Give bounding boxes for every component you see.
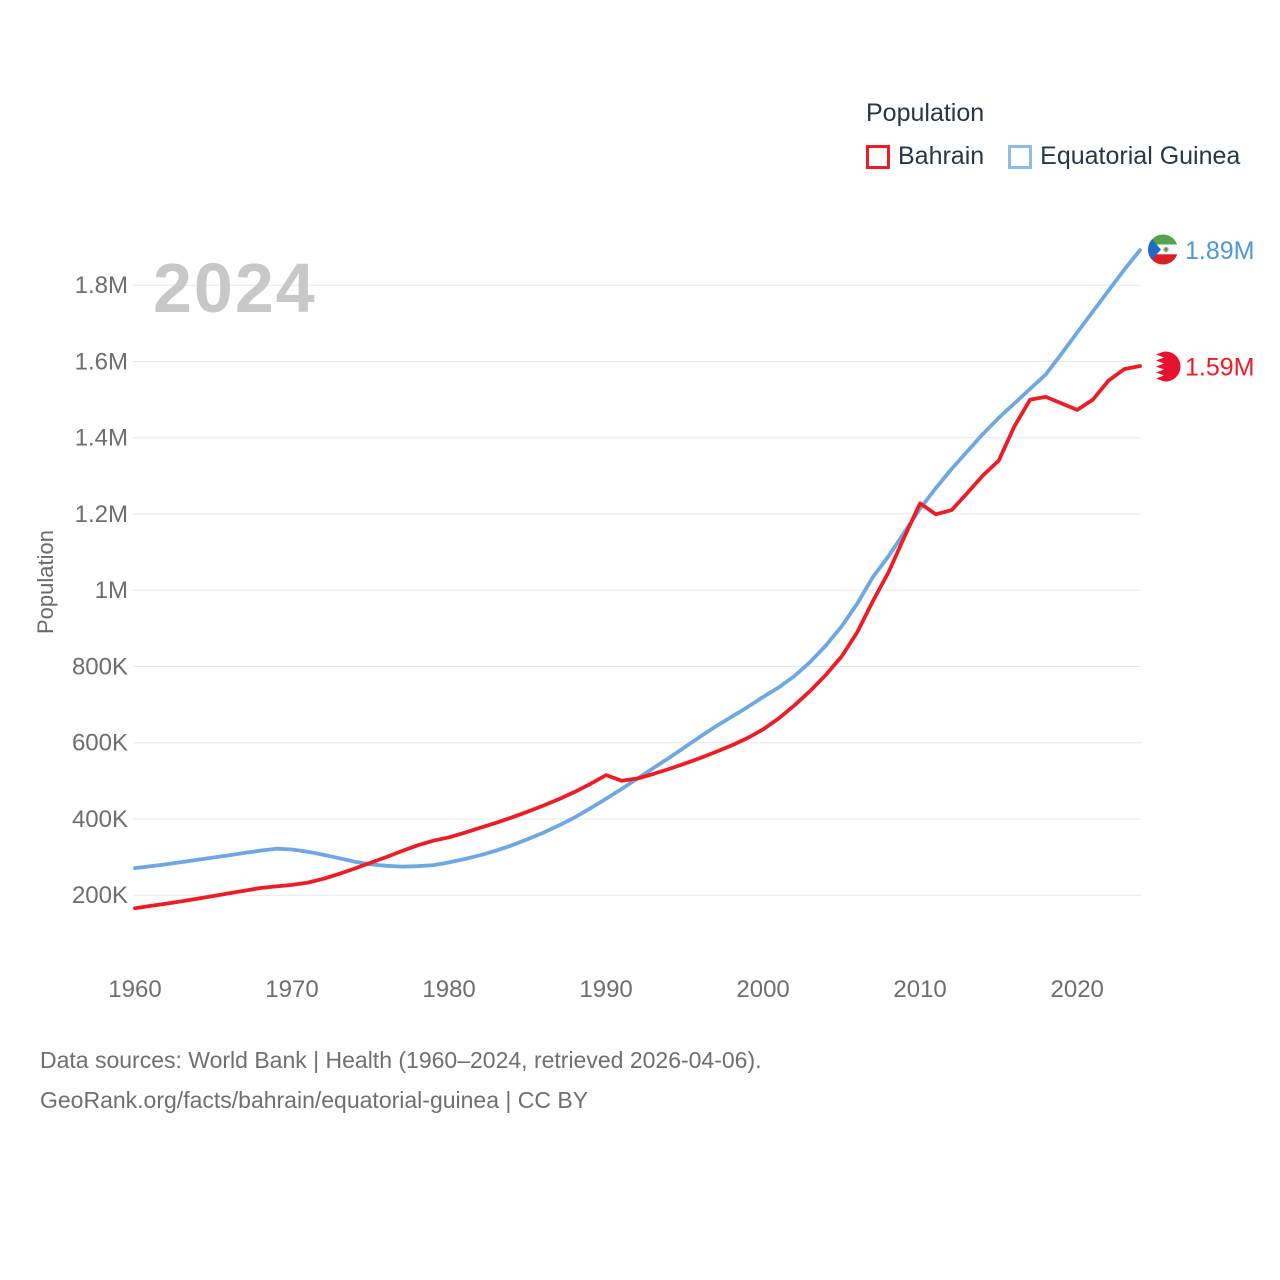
y-tick-label: 400K (72, 806, 128, 833)
series-line-equatorial-guinea[interactable] (133, 248, 1142, 870)
legend-item-equatorial-guinea[interactable]: Equatorial Guinea (1008, 142, 1240, 171)
y-tick-label: 600K (72, 730, 128, 757)
x-tick-label: 1990 (579, 976, 632, 1003)
x-tick-label: 1970 (265, 976, 318, 1003)
series-lines (133, 248, 1142, 911)
y-tick-label: 1.2M (75, 501, 128, 528)
bahrain-end-value-label: 1.59M (1185, 354, 1254, 382)
legend-item-label: Bahrain (898, 142, 985, 170)
x-tick-label: 1980 (422, 976, 475, 1003)
series-line-bahrain[interactable] (133, 364, 1142, 911)
bahrain-flag-icon (1150, 351, 1181, 382)
legend-item-bahrain[interactable]: Bahrain (866, 142, 984, 171)
gridlines (133, 284, 1141, 896)
year-watermark: 2024 (153, 249, 317, 327)
x-tick-label: 2000 (736, 976, 789, 1003)
x-tick-label: 1960 (108, 976, 161, 1003)
y-axis-title: Population (33, 530, 58, 634)
x-tick-label: 2010 (893, 976, 946, 1003)
footer-attribution: GeoRank.org/facts/bahrain/equatorial-gui… (40, 1087, 589, 1113)
legend-item-label: Equatorial Guinea (1040, 142, 1241, 170)
legend: Population Bahrain Equatorial Guinea (866, 99, 1240, 171)
bahrain-swatch-icon (866, 144, 890, 169)
footer-data-sources: Data sources: World Bank | Health (1960–… (40, 1047, 762, 1073)
legend-title: Population (866, 99, 985, 127)
equatorial-guinea-swatch-icon (1008, 144, 1033, 169)
y-tick-label: 1.8M (75, 272, 128, 299)
axis-tick-labels: 1.8M 1.6M 1.4M 1.2M 1M 800K 600K 400K 200K 1960 19… (72, 272, 1104, 1003)
y-tick-label: 1.4M (75, 425, 128, 452)
footer: Data sources: World Bank | Health (1960–… (40, 1040, 762, 1120)
equatorial-guinea-end-value-label: 1.89M (1185, 237, 1254, 265)
y-tick-label: 200K (72, 882, 128, 909)
x-tick-label: 2020 (1051, 976, 1104, 1003)
equatorial-guinea-flag-icon (1148, 234, 1178, 265)
y-tick-label: 1M (95, 577, 128, 604)
y-tick-label: 800K (72, 654, 128, 681)
legend-row: Bahrain Equatorial Guinea (866, 142, 1240, 171)
y-tick-label: 1.6M (75, 349, 128, 376)
